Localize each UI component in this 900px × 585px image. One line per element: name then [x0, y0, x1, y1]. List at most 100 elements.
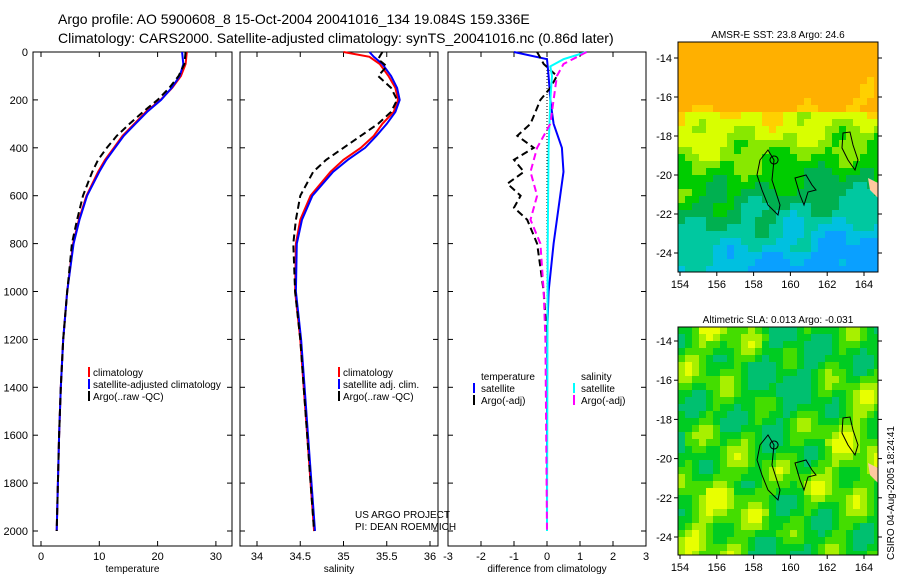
map-cell	[706, 383, 713, 390]
map-cell	[734, 355, 741, 362]
map-cell	[741, 217, 748, 224]
map-cell	[692, 425, 699, 432]
map-cell	[685, 161, 692, 168]
map-cell	[748, 259, 755, 266]
map-cell	[769, 56, 776, 63]
map-cell	[734, 224, 741, 231]
map-cell	[818, 56, 825, 63]
map-cell	[811, 537, 818, 544]
map-cell	[860, 63, 867, 70]
legend-swatch	[338, 379, 340, 389]
map-cell	[734, 238, 741, 245]
map-cell	[860, 168, 867, 175]
legend-label: satellite	[481, 384, 515, 395]
map-cell	[678, 161, 685, 168]
map-cell	[713, 341, 720, 348]
map-cell	[839, 70, 846, 77]
map-cell	[769, 252, 776, 259]
map-cell	[846, 224, 853, 231]
map-cell	[762, 105, 769, 112]
map-cell	[727, 91, 734, 98]
map-cell	[867, 49, 874, 56]
map-cell	[678, 509, 685, 516]
map-cell	[699, 168, 706, 175]
map-cell	[720, 523, 727, 530]
map-cell	[769, 217, 776, 224]
map-cell	[783, 203, 790, 210]
map-cell	[832, 168, 839, 175]
map-cell	[804, 49, 811, 56]
map-cell	[706, 516, 713, 523]
map-cell	[762, 266, 769, 272]
map-cell	[832, 432, 839, 439]
map-cell	[825, 126, 832, 133]
map-cell	[825, 63, 832, 70]
x-tick-label: -1	[509, 551, 519, 563]
map-cell	[699, 488, 706, 495]
map-cell	[713, 266, 720, 272]
map-cell	[853, 133, 860, 140]
map-cell	[713, 245, 720, 252]
map-cell	[678, 523, 685, 530]
map-cell	[692, 56, 699, 63]
map-cell	[839, 348, 846, 355]
map-cell	[860, 210, 867, 217]
map-cell	[804, 544, 811, 551]
map-cell	[825, 98, 832, 105]
map-cell	[860, 488, 867, 495]
map-cell	[776, 154, 783, 161]
map-cell	[685, 334, 692, 341]
map-cell	[769, 523, 776, 530]
map-cell	[720, 355, 727, 362]
map-cell	[804, 238, 811, 245]
map-cell	[825, 327, 832, 334]
map-cell	[685, 467, 692, 474]
map-cell	[678, 355, 685, 362]
map-cell	[692, 544, 699, 551]
map-cell	[769, 432, 776, 439]
map-cell	[867, 390, 874, 397]
map-cell	[811, 210, 818, 217]
map-cell	[685, 397, 692, 404]
map-cell	[699, 509, 706, 516]
map-cell	[713, 418, 720, 425]
map-cell	[755, 259, 762, 266]
map-cell	[706, 509, 713, 516]
map-cell	[713, 362, 720, 369]
map-cell	[755, 502, 762, 509]
map-cell	[755, 210, 762, 217]
map-cell	[853, 210, 860, 217]
map-cell	[769, 383, 776, 390]
map-cell	[846, 397, 853, 404]
map-cell	[720, 369, 727, 376]
map-cell	[734, 474, 741, 481]
map-frame	[677, 326, 879, 556]
y-tick-label: -20	[656, 454, 672, 466]
map-cell	[860, 397, 867, 404]
map-cell	[776, 105, 783, 112]
map-cell	[734, 189, 741, 196]
map-cell	[797, 551, 804, 555]
map-cell	[860, 161, 867, 168]
map-cell	[846, 182, 853, 189]
map-cell	[769, 210, 776, 217]
map-cell	[699, 189, 706, 196]
map-cell	[720, 530, 727, 537]
map-cell	[797, 453, 804, 460]
map-cell	[706, 432, 713, 439]
legend-label: Argo(..raw -QC)	[343, 392, 414, 403]
map-cell	[839, 175, 846, 182]
map-cell	[748, 327, 755, 334]
map-cell	[699, 84, 706, 91]
y-tick-label: 1800	[4, 478, 28, 490]
map-cell	[678, 425, 685, 432]
map-cell	[741, 376, 748, 383]
map-cell	[678, 70, 685, 77]
map-cell	[678, 327, 685, 334]
y-tick-label: 1200	[4, 334, 28, 346]
map-cell	[867, 77, 874, 84]
map-cell	[853, 49, 860, 56]
map-cell	[685, 460, 692, 467]
map-cell	[825, 49, 832, 56]
